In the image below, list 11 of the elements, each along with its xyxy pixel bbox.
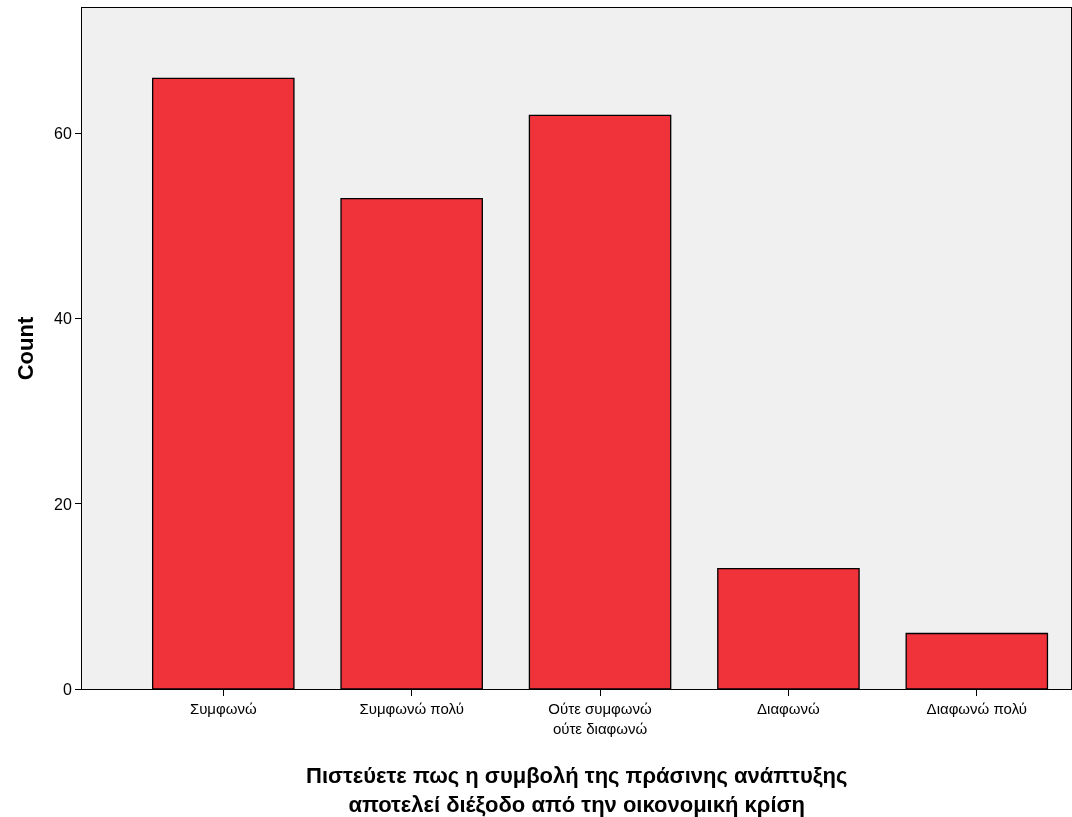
y-tick-label: 0	[62, 680, 72, 698]
y-tick-label: 40	[54, 310, 72, 328]
x-tick-label: Διαφωνώ πολύ	[926, 700, 1028, 717]
x-tick-label: Συμφωνώ	[189, 700, 257, 717]
y-tick-label: 20	[54, 495, 72, 513]
x-axis-title: Πιστεύετε πως η συμβολή της πράσινης ανάπτυξης αποτελεί διέξοδο από την οικονομική κρίση	[306, 763, 848, 817]
x-tick-label: Διαφωνώ	[757, 700, 821, 717]
y-tick-label: 60	[54, 125, 72, 143]
y-axis-title: Count	[12, 316, 38, 381]
x-tick-label: Συμφωνώ πολύ	[359, 700, 464, 717]
x-tick-label: Ούτε συμφωνώ ούτε διαφωνώ	[548, 700, 653, 737]
